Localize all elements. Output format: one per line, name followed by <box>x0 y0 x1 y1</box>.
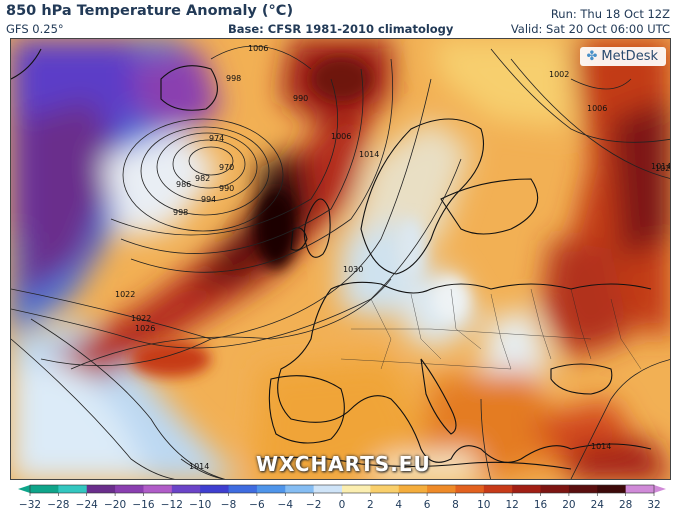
colorbar-tick-label: 2 <box>367 499 374 511</box>
colorbar-tick-label: 8 <box>452 499 459 511</box>
colorbar-segment <box>285 485 315 493</box>
colorbar-segment <box>342 485 371 493</box>
isobar-label: 1014 <box>359 150 379 159</box>
colorbar-tick-label: 32 <box>647 499 660 511</box>
metdesk-icon: ✤ <box>586 49 598 64</box>
anomaly-field <box>11 39 670 479</box>
model-label: GFS 0.25° <box>6 22 64 36</box>
isobar-label: 1014 <box>591 442 611 451</box>
isobar-label: 1014 <box>189 462 209 471</box>
colorbar-tick-label: 10 <box>477 499 490 511</box>
map-svg: 1006 998 990 974 970 982 986 990 994 998… <box>11 39 671 479</box>
colorbar-segment <box>200 485 230 493</box>
coastlines <box>11 48 652 470</box>
chart-header: 850 hPa Temperature Anomaly (°C) GFS 0.2… <box>0 0 680 38</box>
colorbar-segment <box>540 485 570 493</box>
colorbar-tick-label: −2 <box>306 499 321 511</box>
colorbar-tick-label: −16 <box>132 499 154 511</box>
colorbar-tick-label: −20 <box>104 499 126 511</box>
colorbar-tick-label: −32 <box>19 499 41 511</box>
colorbar-tick-label: 6 <box>424 499 431 511</box>
isobar-label: 974 <box>209 134 224 143</box>
base-climatology-label: Base: CFSR 1981-2010 climatology <box>228 22 454 36</box>
colorbar-segment <box>625 485 655 493</box>
isobar-label: 1022 <box>115 290 135 299</box>
colorbar-tick-label: 0 <box>339 499 346 511</box>
colorbar-segments <box>18 484 666 494</box>
isobar-label: 1030 <box>343 265 363 274</box>
isobar-labels: 1006 998 990 974 970 982 986 990 994 998… <box>115 44 671 471</box>
chart-title: 850 hPa Temperature Anomaly (°C) <box>6 3 294 19</box>
colorbar-tick-label: −28 <box>47 499 69 511</box>
colorbar-tick-label: −6 <box>249 499 265 511</box>
isobar-label: 986 <box>176 180 191 189</box>
isobar-label: 1026 <box>135 324 155 333</box>
colorbar-segment <box>115 485 144 493</box>
colorbar-segment <box>256 485 286 493</box>
isobar-label: 1002 <box>549 70 569 79</box>
colorbar-segment <box>568 485 598 493</box>
colorbar-max-arrow <box>654 485 666 493</box>
isobar-label: 1006 <box>331 132 351 141</box>
colorbar-segment <box>313 485 343 493</box>
anomaly-field-detail <box>131 57 469 377</box>
colorbar-tick-label: 20 <box>562 499 575 511</box>
colorbar-segment <box>370 485 400 493</box>
colorbar-segment <box>512 485 542 493</box>
run-time-label: Run: Thu 18 Oct 12Z <box>550 7 670 21</box>
isobars <box>11 45 670 479</box>
wxcharts-watermark: WXCHARTS.EU <box>256 452 431 476</box>
colorbar-segment <box>398 485 428 493</box>
metdesk-logo: ✤ MetDesk <box>580 47 666 66</box>
colorbar: −32 −28 −24 −20 −16 −12 −10 −8 −6 −4 −2 0 2 4 6 8 10 12 16… <box>18 484 666 511</box>
isobar-label: 1022 <box>655 164 671 173</box>
colorbar-tick-label: 16 <box>534 499 548 511</box>
isobar-label: 990 <box>293 94 308 103</box>
isobar-label: 982 <box>195 174 210 183</box>
colorbar-tick-label: 28 <box>619 499 632 511</box>
isobar-label: 1006 <box>248 44 268 53</box>
colorbar-tick-label: −10 <box>189 499 211 511</box>
anomaly-map: 1006 998 990 974 970 982 986 990 994 998… <box>10 38 671 480</box>
colorbar-segment <box>597 485 627 493</box>
colorbar-segment <box>30 485 59 493</box>
colorbar-segment <box>427 485 456 493</box>
colorbar-segment <box>86 485 116 493</box>
colorbar-segment <box>228 485 258 493</box>
colorbar-tick-label: 24 <box>591 499 605 511</box>
colorbar-tick-label: 4 <box>395 499 402 511</box>
colorbar-segment <box>143 485 173 493</box>
colorbar-segment <box>171 485 201 493</box>
colorbar-tick-label: −4 <box>278 499 294 511</box>
isobar-label: 1022 <box>131 314 151 323</box>
colorbar-tick-label: −24 <box>76 499 98 511</box>
isobar-label: 1014 <box>651 162 671 171</box>
colorbar-tick-label: 12 <box>505 499 518 511</box>
metdesk-logo-text: MetDesk <box>601 49 658 64</box>
colorbar-tick-label: −8 <box>221 499 236 511</box>
colorbar-segment <box>483 485 513 493</box>
country-borders <box>340 288 642 370</box>
colorbar-tick-label: −12 <box>161 499 183 511</box>
valid-time-label: Valid: Sat 20 Oct 06:00 UTC <box>510 22 670 36</box>
isobar-label: 1006 <box>587 104 607 113</box>
colorbar-ticks: −32 −28 −24 −20 −16 −12 −10 −8 −6 −4 −2 0 2 4 6 8 10 12 16… <box>19 493 661 511</box>
colorbar-segment <box>58 485 88 493</box>
isobar-label: 970 <box>219 163 234 172</box>
isobar-label: 998 <box>226 74 241 83</box>
isobar-label: 998 <box>173 208 188 217</box>
isobar-label: 990 <box>219 184 234 193</box>
colorbar-segment <box>455 485 485 493</box>
isobar-label: 994 <box>201 195 216 204</box>
colorbar-min-arrow <box>18 485 30 493</box>
